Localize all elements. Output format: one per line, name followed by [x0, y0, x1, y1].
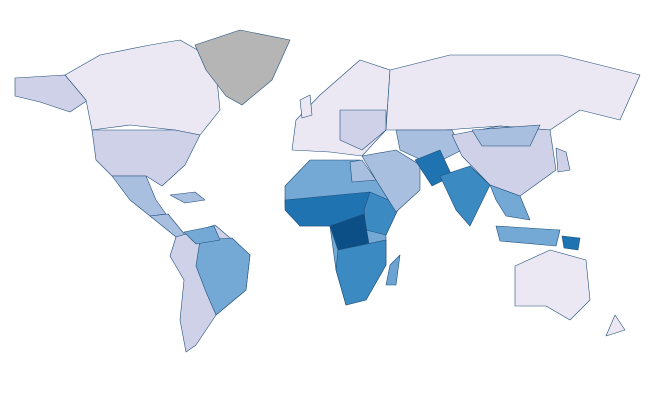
central-asia — [395, 129, 463, 166]
usa — [91, 129, 201, 187]
india — [439, 165, 491, 227]
southeast-asia — [489, 184, 531, 221]
venezuela — [183, 225, 221, 245]
brazil — [195, 237, 251, 316]
madagascar — [385, 254, 401, 286]
middle-east — [361, 149, 421, 213]
canada — [64, 39, 221, 136]
eastern-europe — [339, 109, 387, 151]
uk — [299, 94, 313, 119]
greenland — [194, 29, 291, 106]
australia — [514, 249, 591, 321]
russia — [385, 54, 641, 131]
southern-africa — [335, 239, 387, 306]
mongolia — [471, 124, 541, 147]
new-zealand — [605, 314, 626, 337]
japan — [555, 147, 571, 173]
indonesia — [495, 225, 561, 247]
caribbean — [169, 191, 206, 204]
papua-new-guinea — [561, 235, 581, 251]
